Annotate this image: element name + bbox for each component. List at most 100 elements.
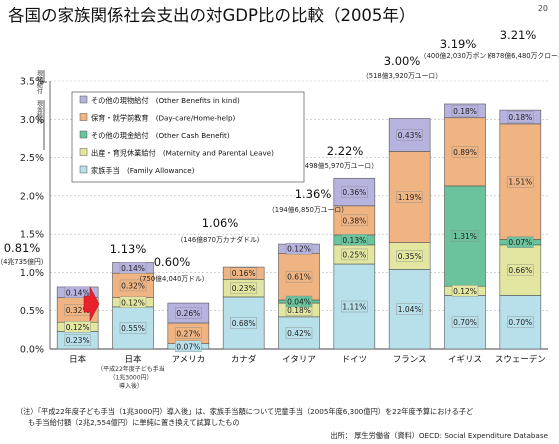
data-label: 0.18% (453, 107, 477, 116)
x-category-note: 導入後） (119, 382, 143, 390)
data-label-box (507, 236, 534, 248)
total-label: 1.13% (110, 242, 147, 256)
data-label-box (119, 296, 147, 308)
y-tick-label: 2.5% (20, 153, 44, 164)
amount-label: （194億6,850万ユーロ） (268, 205, 348, 214)
footnote-line-1: （注）「平成22年度子ども手当（1兆3000円）導入後」は、家族手当額について児… (16, 407, 473, 416)
data-label-box (119, 279, 147, 292)
data-label: 0.12% (121, 298, 145, 307)
legend: その他の現物給付 (Other Benefits in kind) 保育・就学前教… (71, 91, 305, 183)
bar-segment (278, 252, 320, 301)
y-tick-label: 0.5% (20, 306, 44, 317)
amount-label: （498億5,970万ユーロ） (298, 161, 378, 170)
data-label-box (451, 146, 479, 158)
data-label: 0.61% (287, 273, 311, 282)
data-label: 0.70% (508, 318, 532, 327)
data-label: 0.12% (287, 245, 311, 254)
data-label: 0.12% (453, 287, 477, 296)
total-label: 1.06% (202, 216, 239, 230)
y-tick-label: 3.5% (20, 77, 44, 88)
data-label-box (175, 340, 202, 353)
x-category-note: （1兆3000円） (109, 374, 152, 382)
y-tick-label: 2.0% (20, 191, 44, 202)
data-label: 0.70% (453, 318, 477, 327)
data-label-box (285, 270, 313, 283)
total-label: 2.22% (327, 144, 364, 158)
x-tick-label: フランス (393, 355, 427, 365)
y-tick-label: 1.5% (20, 230, 44, 241)
data-label: 0.18% (508, 113, 532, 122)
data-label: 0.27% (176, 329, 200, 338)
y-tick-label: 0.0% (20, 345, 44, 356)
data-label: 0.16% (232, 269, 256, 278)
x-tick-label: 日本 (69, 354, 87, 365)
legend-swatch (79, 95, 88, 104)
data-label-box (507, 264, 534, 276)
data-label-box (451, 316, 479, 328)
data-label-box (175, 327, 202, 340)
data-label-box (230, 267, 257, 279)
amount-label: （4兆735億円） (0, 257, 48, 266)
y-tick-label: 3.0% (20, 115, 44, 126)
y-tick-label: 1.0% (20, 268, 44, 279)
data-label: 0.25% (342, 250, 366, 259)
x-tick-label: カナダ (231, 354, 257, 365)
chart-title: 各国の家族関係社会支出の対GDP比の比較（2005年） (8, 6, 415, 25)
data-label: 1.11% (342, 303, 366, 312)
data-label-box (341, 234, 368, 246)
data-label: 0.04% (287, 298, 311, 307)
total-label: 3.19% (440, 37, 477, 51)
amount-label: （146億870万カナダドル） (176, 235, 263, 244)
data-label: 0.89% (453, 148, 477, 157)
data-label: 0.18% (287, 306, 311, 315)
y-axis: 0.0% 0.5% 1.0% 1.5% 2.0% 2.5% 3.0% 3.5% 日本 日本 アメリカ… (20, 77, 546, 391)
x-tick-label: 日本 (124, 354, 142, 365)
data-label-box (396, 303, 423, 315)
legend-label: その他の現物給付 (Other Benefits in kind) (91, 96, 240, 105)
legend-label: その他の現金給付 (Other Cash Benefit) (91, 131, 230, 140)
amount-label: （518億3,920万ユーロ） (362, 71, 442, 80)
data-label: 0.07% (508, 238, 532, 247)
label-group: 0.23% 0.12% 0.32% 0.14% 0.55% 0.12% 0.32% 0.14%… (0, 28, 559, 353)
data-label: 0.43% (398, 131, 422, 140)
data-label: 0.35% (398, 252, 422, 261)
data-label-box (507, 175, 534, 188)
data-label-box (341, 300, 368, 313)
x-tick-label: アメリカ (172, 355, 206, 365)
total-label: 3.00% (384, 54, 421, 68)
legend-label: 保育・就学前教育 (Day-care/Home-help) (91, 114, 236, 123)
data-label-box (285, 295, 313, 308)
data-label-box (341, 214, 368, 227)
x-category-note: （平成22年度子ども手当 (97, 365, 165, 373)
data-label-box (285, 327, 313, 339)
data-label: 0.26% (176, 309, 200, 318)
data-label: 0.14% (66, 288, 90, 297)
amount-label: （750億4,040万ドル） (135, 274, 208, 283)
data-label-box (230, 317, 257, 329)
data-label: 0.32% (121, 281, 145, 290)
data-label: 1.51% (508, 178, 532, 187)
data-label: 0.32% (66, 306, 90, 315)
bracket-group: 現物給付 現金給付 (36, 70, 47, 150)
data-label-box (175, 307, 202, 319)
data-label: 0.68% (232, 319, 256, 328)
data-label: 0.13% (342, 236, 366, 245)
data-label-box (507, 316, 534, 328)
data-label: 0.23% (66, 336, 90, 345)
data-label: 0.42% (287, 329, 311, 338)
legend-box (71, 91, 305, 183)
data-label-box (451, 230, 479, 242)
data-label-box (119, 262, 147, 274)
data-label: 0.55% (121, 324, 145, 333)
data-label: 1.31% (453, 232, 477, 241)
data-label-box (396, 129, 423, 141)
x-tick-label: イタリア (282, 355, 316, 365)
data-label-box (230, 282, 257, 294)
total-label: 3.21% (500, 28, 537, 42)
data-label: 0.07% (176, 342, 200, 351)
bracket-label-in-kind: 現物給付 (36, 70, 43, 95)
data-label-box (119, 322, 147, 334)
data-label-box (451, 285, 479, 297)
data-label: 0.36% (342, 188, 366, 197)
data-label-box (64, 321, 91, 333)
